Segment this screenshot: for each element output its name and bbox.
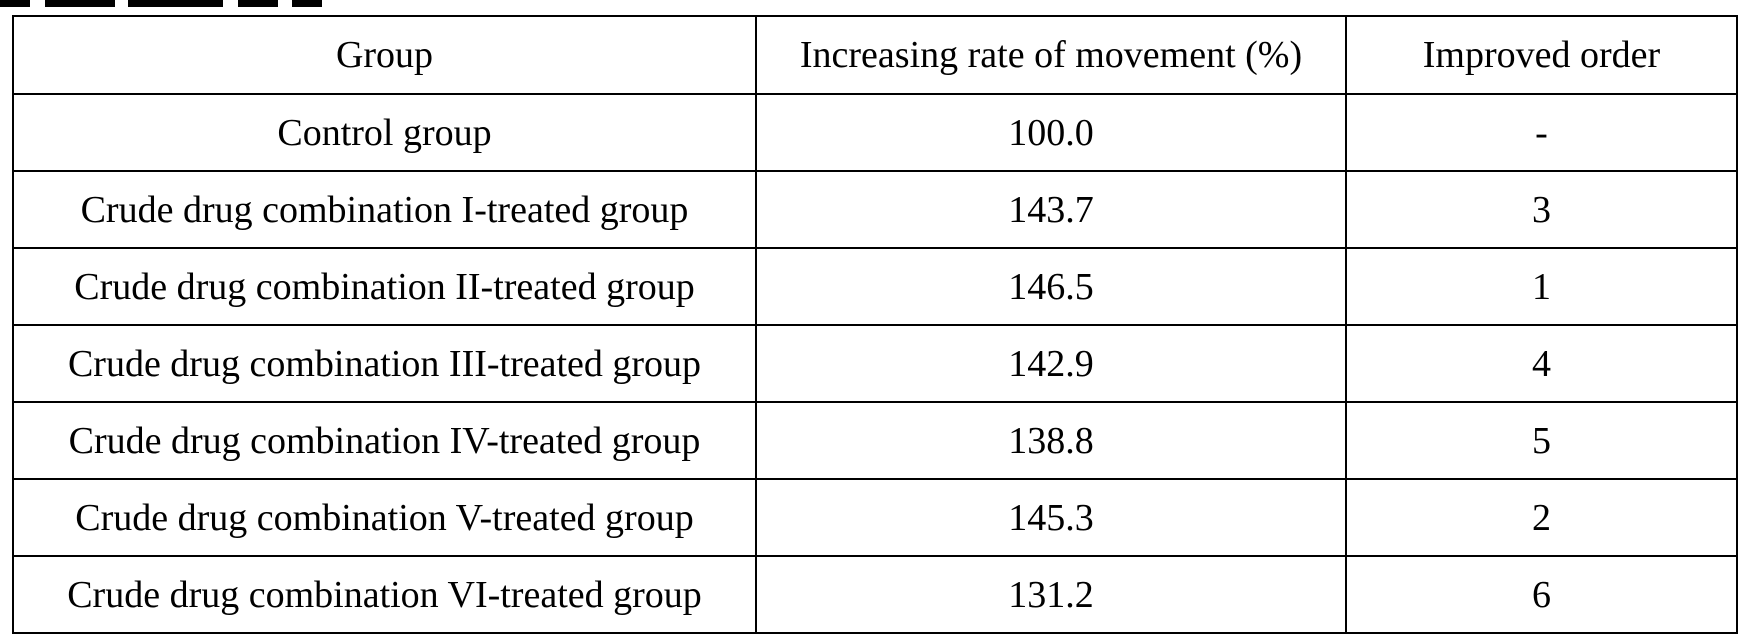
rate-cell: 145.3 <box>756 479 1346 556</box>
group-cell: Control group <box>13 94 756 171</box>
rate-cell: 143.7 <box>756 171 1346 248</box>
rate-cell: 100.0 <box>756 94 1346 171</box>
order-cell: 4 <box>1346 325 1737 402</box>
order-cell: 3 <box>1346 171 1737 248</box>
table-header-row: Group Increasing rate of movement (%) Im… <box>13 16 1737 94</box>
cropped-heading-fragment <box>0 0 340 8</box>
column-header-increasing-rate: Increasing rate of movement (%) <box>756 16 1346 94</box>
table-row: Crude drug combination VI-treated group … <box>13 556 1737 633</box>
column-header-improved-order: Improved order <box>1346 16 1737 94</box>
table-row: Crude drug combination II-treated group … <box>13 248 1737 325</box>
table-row: Crude drug combination V-treated group 1… <box>13 479 1737 556</box>
group-cell: Crude drug combination VI-treated group <box>13 556 756 633</box>
rate-cell: 146.5 <box>756 248 1346 325</box>
rate-cell: 138.8 <box>756 402 1346 479</box>
table-row: Crude drug combination IV-treated group … <box>13 402 1737 479</box>
order-cell: 2 <box>1346 479 1737 556</box>
group-cell: Crude drug combination IV-treated group <box>13 402 756 479</box>
order-cell: 6 <box>1346 556 1737 633</box>
results-table: Group Increasing rate of movement (%) Im… <box>12 15 1738 634</box>
order-cell: 5 <box>1346 402 1737 479</box>
order-cell: 1 <box>1346 248 1737 325</box>
group-cell: Crude drug combination I-treated group <box>13 171 756 248</box>
order-cell: - <box>1346 94 1737 171</box>
table-row: Control group 100.0 - <box>13 94 1737 171</box>
column-header-group: Group <box>13 16 756 94</box>
rate-cell: 131.2 <box>756 556 1346 633</box>
table-row: Crude drug combination I-treated group 1… <box>13 171 1737 248</box>
rate-cell: 142.9 <box>756 325 1346 402</box>
group-cell: Crude drug combination III-treated group <box>13 325 756 402</box>
group-cell: Crude drug combination II-treated group <box>13 248 756 325</box>
group-cell: Crude drug combination V-treated group <box>13 479 756 556</box>
table-row: Crude drug combination III-treated group… <box>13 325 1737 402</box>
